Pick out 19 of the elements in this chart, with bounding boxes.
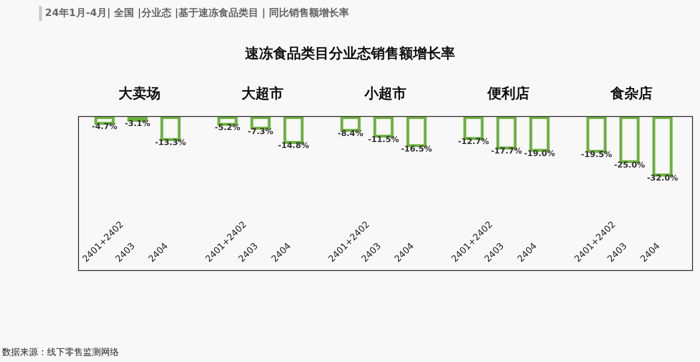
data-label: -25.0% (614, 160, 646, 170)
chart-title: 便利店 (486, 85, 530, 104)
chart-title: 大卖场 (118, 85, 162, 104)
data-label: -11.5% (368, 134, 400, 144)
data-label: -7.3% (248, 126, 274, 136)
data-label: -19.0% (524, 148, 556, 158)
data-label: -19.5% (580, 150, 612, 159)
chart-title: 食杂店 (609, 85, 654, 104)
data-label: -8.4% (338, 128, 364, 138)
data-label: -5.2% (214, 122, 240, 132)
source-note: 数据来源：线下零售监测网络 (2, 346, 119, 359)
data-label: -16.5% (400, 144, 432, 154)
data-label: -13.3% (154, 138, 186, 148)
text: 速冻食品类目分业态销售额增长率 (244, 45, 456, 63)
text: 24年1月-4月| 全国 |分业态 |基于速冻食品类目 | 同比销售额增长率 (45, 6, 349, 20)
chart-title: 大超市 (240, 85, 284, 104)
chart-title: 小超市 (363, 85, 408, 104)
data-label: -3.1% (124, 118, 150, 128)
data-label: -4.7% (92, 122, 118, 131)
